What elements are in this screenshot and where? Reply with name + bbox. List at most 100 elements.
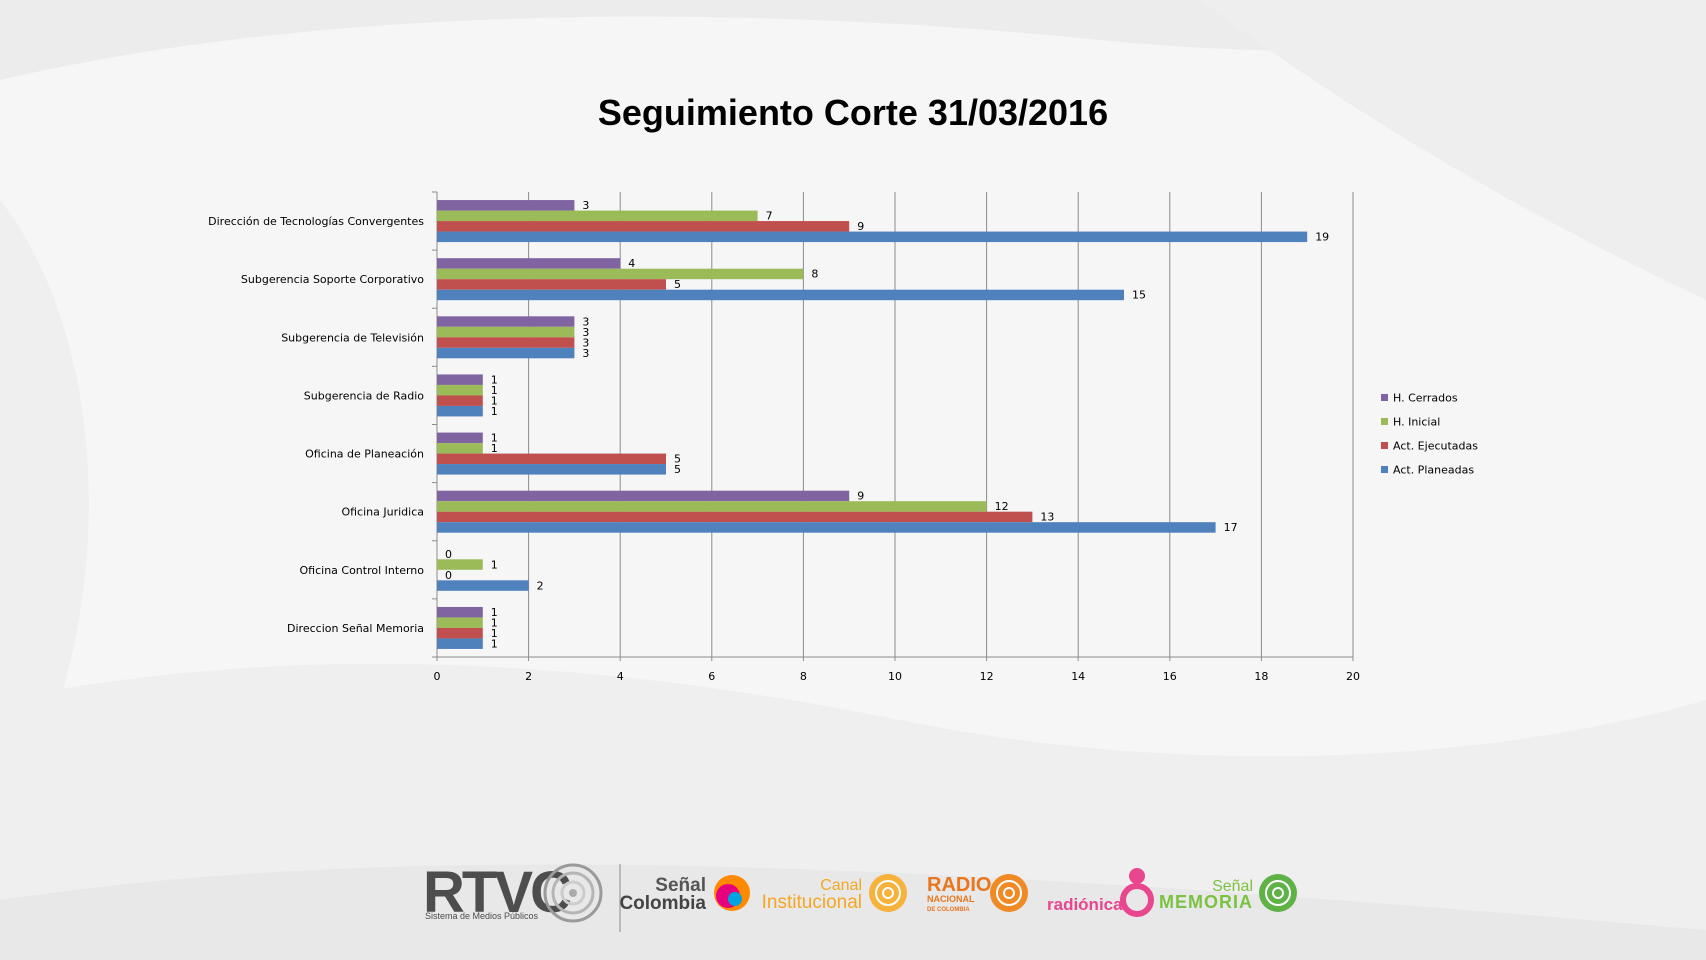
- data-label: 5: [674, 453, 681, 466]
- bar: [437, 221, 850, 232]
- data-label: 1: [491, 558, 498, 571]
- bar: [437, 627, 483, 639]
- svg-text:Señal: Señal: [1212, 878, 1253, 895]
- x-tick-label: 10: [888, 670, 902, 683]
- svg-text:RADIO: RADIO: [927, 874, 991, 896]
- x-tick-label: 18: [1254, 670, 1268, 683]
- x-tick-label: 0: [434, 670, 441, 683]
- data-label: 4: [628, 257, 635, 270]
- category-label: Oficina Control Interno: [300, 564, 425, 577]
- data-label: 0: [445, 569, 452, 582]
- data-label: 5: [674, 278, 681, 291]
- data-label: 3: [582, 336, 589, 349]
- data-label: 1: [491, 384, 498, 397]
- data-label: 3: [582, 347, 589, 360]
- bar: [437, 638, 483, 649]
- radio-nacional-logo: RADIO NACIONAL DE COLOMBIA: [927, 874, 1028, 913]
- data-label: 1: [491, 606, 498, 619]
- data-label: 3: [582, 315, 589, 328]
- data-label: 2: [537, 579, 544, 592]
- svg-text:Señal: Señal: [655, 875, 706, 896]
- legend-label: H. Cerrados: [1393, 392, 1458, 405]
- x-tick-label: 20: [1346, 670, 1360, 683]
- data-label: 1: [491, 405, 498, 418]
- x-tick-label: 12: [980, 670, 994, 683]
- bar: [437, 200, 575, 211]
- x-tick-label: 14: [1071, 670, 1085, 683]
- rtvc-logo: RTVC Sistema de Medios Públicos: [423, 860, 603, 925]
- bar: [437, 405, 483, 417]
- bar: [437, 511, 1033, 523]
- bar: [437, 384, 483, 396]
- rtvc-name: RTVC: [423, 860, 571, 925]
- data-label: 1: [491, 616, 498, 629]
- svg-text:DE COLOMBIA: DE COLOMBIA: [927, 907, 970, 913]
- category-label: Oficina Juridica: [341, 506, 424, 519]
- bar: [437, 443, 483, 454]
- data-label: 17: [1224, 521, 1238, 534]
- bar: [437, 501, 987, 512]
- bar: [437, 522, 1216, 533]
- rtvc-tagline: Sistema de Medios Públicos: [425, 911, 539, 921]
- bar: [437, 326, 575, 338]
- data-label: 3: [582, 326, 589, 339]
- bar: [437, 606, 483, 618]
- bar: [437, 289, 1124, 301]
- data-label: 5: [674, 463, 681, 476]
- radionica-logo: radiónica: [1047, 868, 1154, 917]
- data-label: 9: [857, 220, 864, 233]
- x-tick-label: 4: [617, 670, 624, 683]
- data-label: 12: [995, 500, 1009, 513]
- legend-swatch: [1381, 442, 1388, 449]
- data-label: 1: [491, 637, 498, 650]
- category-label: Oficina de Planeación: [305, 448, 424, 461]
- category-label: Subgerencia de Televisión: [281, 331, 424, 344]
- bar: [437, 559, 483, 570]
- category-label: Subgerencia Soporte Corporativo: [241, 273, 424, 286]
- data-label: 1: [491, 373, 498, 386]
- bar: [437, 231, 1308, 243]
- bar: [437, 580, 529, 591]
- bar: [437, 258, 621, 269]
- x-tick-label: 8: [800, 670, 807, 683]
- bar: [437, 490, 850, 502]
- data-label: 15: [1132, 289, 1146, 302]
- legend-swatch: [1381, 466, 1388, 473]
- svg-text:NACIONAL: NACIONAL: [927, 894, 975, 904]
- category-label: Direccion Señal Memoria: [287, 622, 424, 635]
- bar: [437, 432, 483, 444]
- data-label: 7: [766, 210, 773, 223]
- data-label: 1: [491, 442, 498, 455]
- x-tick-label: 16: [1163, 670, 1177, 683]
- data-label: 1: [491, 627, 498, 640]
- legend-swatch: [1381, 418, 1388, 425]
- legend-swatch: [1381, 394, 1388, 401]
- legend-label: H. Inicial: [1393, 416, 1440, 429]
- bar: [437, 464, 666, 475]
- bar: [437, 374, 483, 385]
- bar: [437, 337, 575, 348]
- senal-memoria-logo: Señal MEMORIA: [1159, 874, 1297, 912]
- svg-text:radiónica: radiónica: [1047, 895, 1123, 914]
- category-label: Dirección de Tecnologías Convergentes: [208, 215, 424, 228]
- x-tick-label: 6: [708, 670, 715, 683]
- bar: [437, 210, 758, 222]
- bar: [437, 453, 666, 465]
- bar: [437, 617, 483, 628]
- svg-text:Institucional: Institucional: [762, 892, 862, 913]
- category-label: Subgerencia de Radio: [304, 389, 424, 402]
- data-label: 19: [1315, 231, 1329, 244]
- canal-institucional-logo: Canal Institucional: [762, 874, 907, 913]
- svg-text:Canal: Canal: [820, 877, 862, 894]
- senal-colombia-logo: Señal Colombia: [619, 875, 750, 914]
- legend-label: Act. Planeadas: [1393, 464, 1474, 477]
- data-label: 3: [582, 199, 589, 212]
- data-label: 13: [1040, 511, 1054, 524]
- data-label: 1: [491, 394, 498, 407]
- data-label: 0: [445, 548, 452, 561]
- bar: [437, 316, 575, 327]
- bar: [437, 268, 804, 280]
- data-label: 8: [811, 268, 818, 281]
